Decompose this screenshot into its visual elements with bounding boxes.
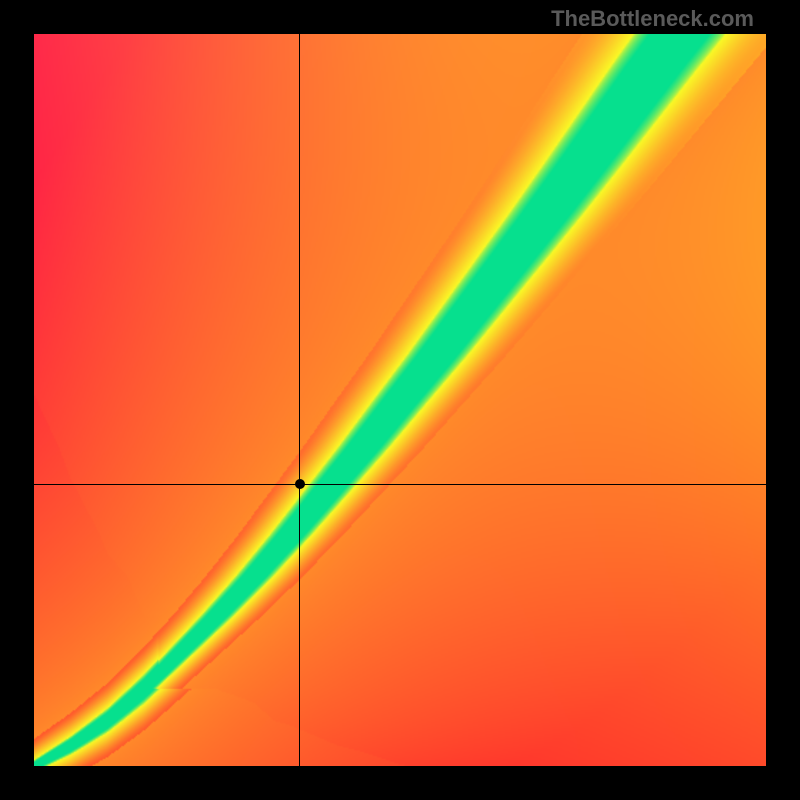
crosshair-marker [295, 479, 305, 489]
watermark-text: TheBottleneck.com [551, 6, 754, 32]
crosshair-horizontal [34, 484, 766, 485]
heatmap-canvas [34, 34, 766, 766]
crosshair-vertical [299, 34, 300, 766]
heatmap-plot [34, 34, 766, 766]
